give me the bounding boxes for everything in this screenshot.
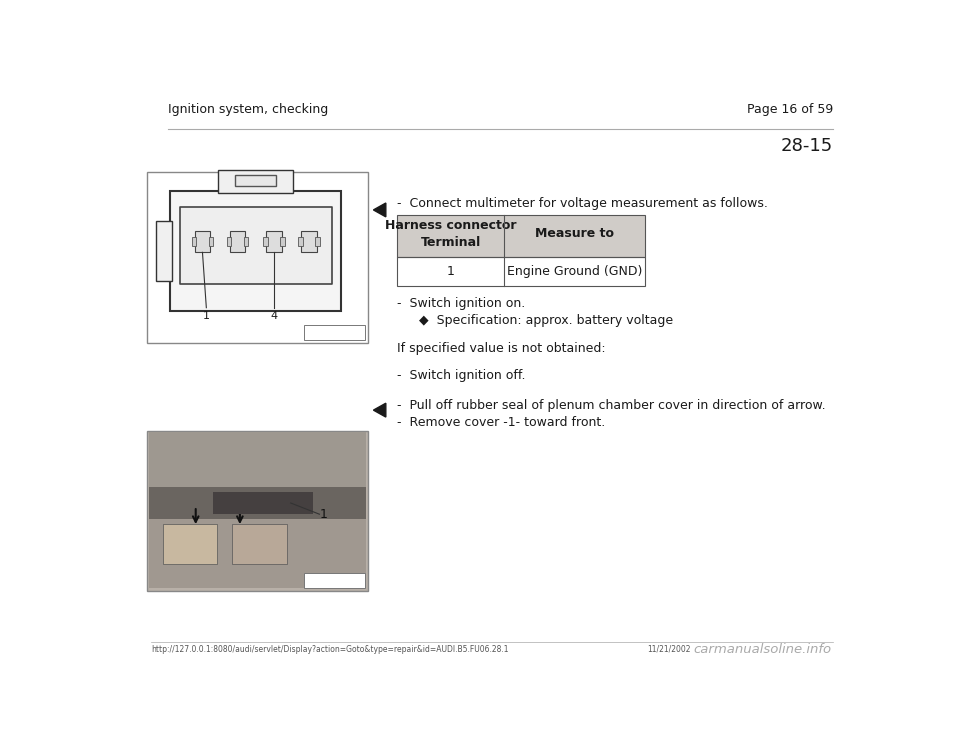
Text: Measure to: Measure to — [536, 227, 614, 240]
Bar — [301, 231, 317, 252]
Bar — [229, 231, 245, 252]
Text: 1: 1 — [446, 265, 455, 278]
Bar — [397, 257, 645, 286]
Text: 1: 1 — [320, 508, 327, 521]
Bar — [213, 492, 313, 514]
Bar — [266, 231, 281, 252]
Text: 1: 1 — [203, 311, 210, 321]
Text: 28-15: 28-15 — [780, 137, 833, 155]
Text: A20-0564: A20-0564 — [311, 575, 358, 585]
Bar — [149, 487, 367, 519]
Bar — [208, 237, 213, 246]
Bar — [244, 237, 249, 246]
Bar — [304, 573, 365, 588]
Bar — [192, 237, 196, 246]
Text: If specified value is not obtained:: If specified value is not obtained: — [397, 341, 606, 355]
Bar — [232, 524, 287, 564]
Bar — [149, 433, 367, 488]
Bar — [162, 524, 217, 564]
Text: Terminal: Terminal — [420, 236, 481, 249]
Text: -  Switch ignition off.: - Switch ignition off. — [397, 370, 526, 382]
Bar — [280, 237, 285, 246]
Text: Page 16 of 59: Page 16 of 59 — [747, 103, 833, 116]
Bar — [304, 325, 365, 340]
Bar — [156, 221, 172, 281]
Text: 11/21/2002: 11/21/2002 — [647, 645, 690, 654]
Bar — [170, 191, 341, 311]
Text: -  Pull off rubber seal of plenum chamber cover in direction of arrow.: - Pull off rubber seal of plenum chamber… — [397, 398, 826, 412]
Polygon shape — [373, 403, 386, 417]
Text: -  Remove cover -1- toward front.: - Remove cover -1- toward front. — [397, 416, 606, 429]
Text: Engine Ground (GND): Engine Ground (GND) — [507, 265, 642, 278]
Bar — [227, 237, 231, 246]
Text: Harness connector: Harness connector — [385, 219, 516, 232]
Bar — [147, 431, 368, 591]
Bar — [235, 174, 276, 186]
Bar — [149, 519, 367, 588]
Text: A24-0094: A24-0094 — [311, 327, 358, 338]
Bar — [397, 214, 645, 257]
Text: Ignition system, checking: Ignition system, checking — [168, 103, 328, 116]
Bar — [180, 207, 331, 284]
Bar — [218, 170, 293, 193]
Bar — [298, 237, 302, 246]
Bar — [195, 231, 210, 252]
Bar — [315, 237, 320, 246]
Bar — [397, 214, 645, 257]
Bar — [147, 172, 368, 343]
Text: 4: 4 — [271, 311, 277, 321]
Text: carmanualsoline.info: carmanualsoline.info — [693, 643, 831, 657]
Bar — [263, 237, 268, 246]
Text: -  Connect multimeter for voltage measurement as follows.: - Connect multimeter for voltage measure… — [397, 197, 768, 210]
Polygon shape — [373, 203, 386, 217]
Text: ◆  Specification: approx. battery voltage: ◆ Specification: approx. battery voltage — [420, 314, 673, 327]
Text: -  Switch ignition on.: - Switch ignition on. — [397, 297, 526, 310]
Text: http://127.0.0.1:8080/audi/servlet/Display?action=Goto&type=repair&id=AUDI.B5.FU: http://127.0.0.1:8080/audi/servlet/Displ… — [151, 645, 509, 654]
